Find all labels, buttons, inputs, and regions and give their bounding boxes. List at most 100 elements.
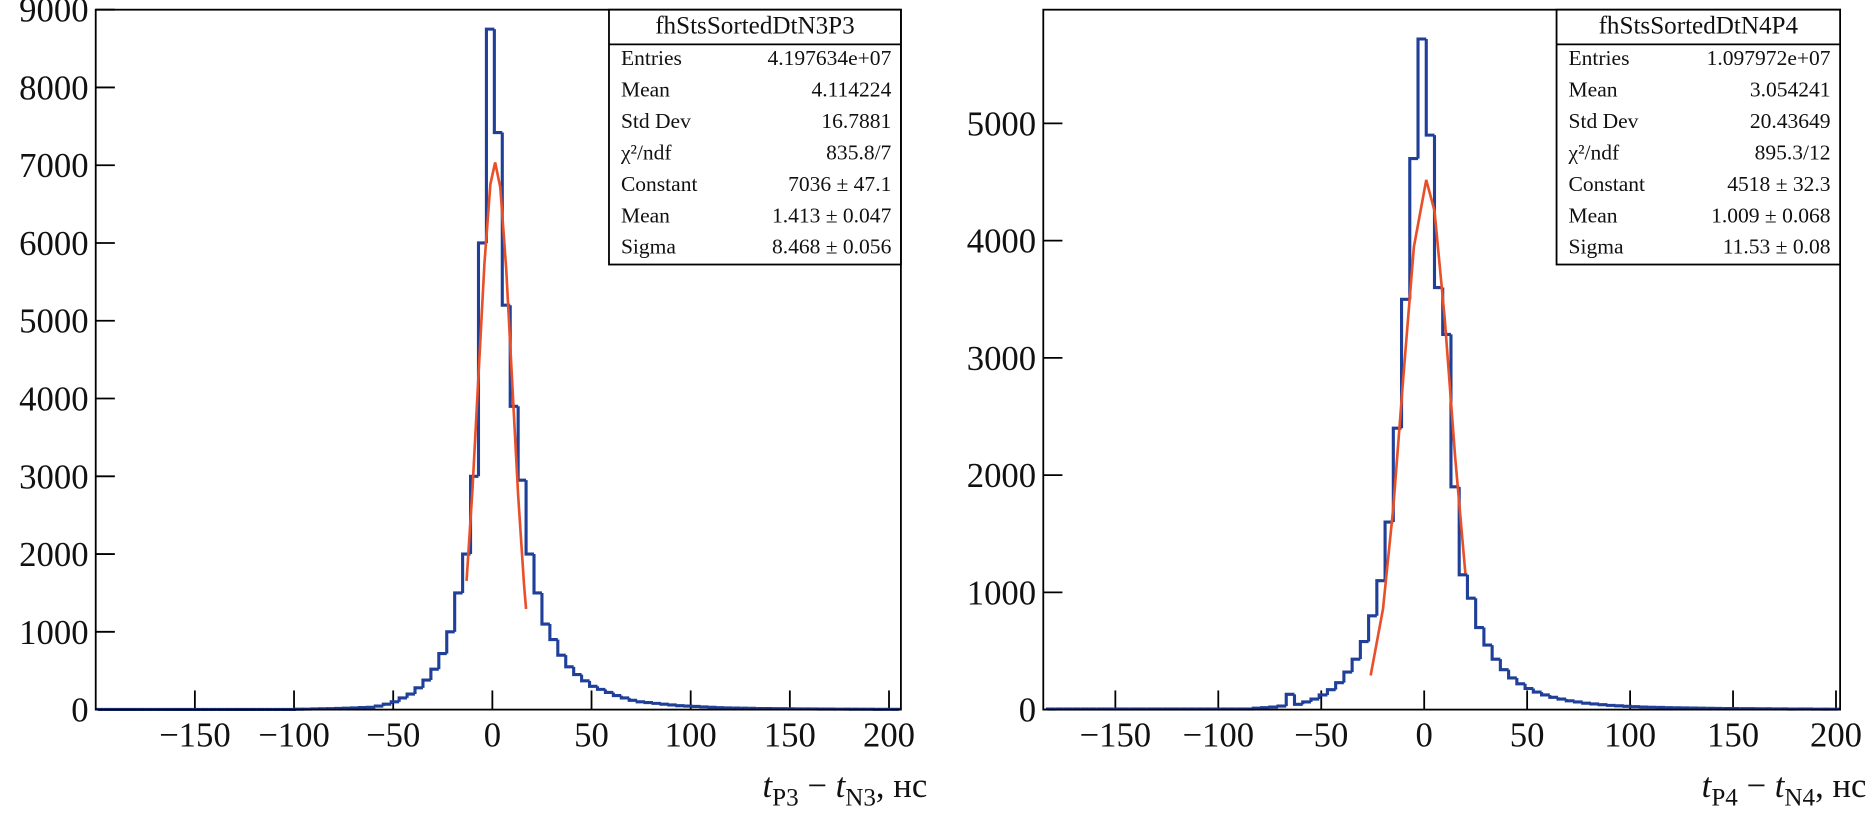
histogram-bin: [1548, 694, 1559, 699]
histogram-bin: [1589, 702, 1600, 706]
stats-value: 8.468 ± 0.056: [772, 235, 892, 259]
histogram-bin: [667, 703, 677, 707]
x-axis-label-part: −: [799, 766, 836, 805]
histogram-bin: [492, 29, 503, 135]
histogram-bin: [1581, 701, 1591, 705]
histogram-bin: [1465, 574, 1476, 600]
histogram-bin: [1531, 688, 1542, 694]
x-tick-label: −50: [1294, 716, 1348, 755]
histogram-bin: [1284, 692, 1295, 707]
x-tick-label: 0: [1416, 716, 1433, 755]
stats-title: fhStsSortedDtN4P4: [1599, 12, 1799, 39]
stats-value: 11.53 ± 0.08: [1723, 235, 1831, 259]
y-tick-label: 6000: [19, 224, 88, 263]
x-axis-label-part: , нс: [1815, 766, 1866, 805]
y-tick-label: 0: [71, 691, 88, 730]
histogram-bin: [675, 704, 685, 708]
y-tick-label: 1000: [19, 613, 88, 652]
histogram-bin: [1334, 681, 1344, 690]
stats-value: 895.3/12: [1755, 140, 1831, 164]
stats-title: fhStsSortedDtN3P3: [655, 12, 855, 39]
x-tick-label: 50: [574, 716, 609, 755]
stats-box: [608, 8, 902, 266]
histogram-bin: [595, 686, 606, 691]
x-tick-label: 200: [863, 716, 915, 755]
stats-label: Mean: [1569, 77, 1618, 101]
histogram-bin: [1498, 659, 1509, 672]
histogram-bin: [1540, 692, 1550, 697]
y-tick-label: 5000: [19, 302, 88, 341]
histogram-bin: [572, 666, 582, 677]
y-tick-label: 2000: [19, 535, 88, 574]
x-axis-label-part: P4: [1711, 784, 1738, 811]
histogram-bin: [651, 701, 661, 705]
histogram-bin: [548, 624, 558, 642]
stats-value: 7036 ± 47.1: [788, 172, 891, 196]
histogram-bin: [556, 639, 566, 657]
stats-label: Mean: [621, 203, 670, 227]
histogram-bin: [484, 27, 495, 243]
x-tick-label: 150: [764, 716, 816, 755]
histogram-bin: [1416, 37, 1427, 159]
stats-label: Entries: [1569, 46, 1630, 70]
stats-label: Mean: [1569, 203, 1618, 227]
x-axis-label-part: t: [762, 766, 773, 805]
y-tick-label: 8000: [19, 68, 88, 107]
histogram-bin: [580, 674, 590, 683]
histogram-bin: [659, 702, 669, 706]
x-axis-label-part: P3: [772, 784, 799, 811]
stats-label: χ²/ndf: [1568, 140, 1620, 164]
x-tick-label: 100: [665, 716, 717, 755]
stats-label: Entries: [621, 46, 682, 70]
y-tick-label: 4000: [967, 222, 1036, 261]
histogram-bin: [619, 695, 630, 700]
x-tick-label: −100: [258, 716, 330, 755]
histogram-bin: [1325, 688, 1336, 695]
histogram-bin: [516, 406, 527, 482]
histogram-bin: [1482, 627, 1493, 647]
histogram-bin: [1408, 157, 1419, 300]
y-tick-label: 0: [1019, 691, 1036, 730]
histogram-bin: [405, 692, 416, 698]
histogram-bin: [1367, 614, 1377, 642]
histogram-bin: [1276, 704, 1287, 708]
plot-frame: [94, 8, 902, 711]
stats-value: 16.7881: [821, 109, 891, 133]
x-tick-label: 0: [484, 716, 501, 755]
y-tick-label: 7000: [19, 146, 88, 185]
stats-value: 4.114224: [811, 77, 891, 101]
y-tick-label: 3000: [19, 457, 88, 496]
histogram-bin: [603, 689, 614, 695]
histogram-bin: [1507, 669, 1517, 680]
histogram-bin: [1309, 697, 1320, 702]
histogram-bin: [524, 480, 535, 556]
y-tick-label: 2000: [967, 456, 1036, 495]
histogram-bin: [1292, 694, 1303, 706]
y-tick-label: 3000: [967, 339, 1036, 378]
stats-label: Std Dev: [621, 109, 691, 133]
histogram-bin: [381, 702, 392, 707]
histogram-bin: [1268, 705, 1279, 709]
histogram-bin: [1432, 135, 1443, 290]
x-axis-label-part: N3: [845, 784, 876, 811]
x-axis-label-part: −: [1738, 766, 1775, 805]
histogram-bin: [643, 701, 654, 705]
x-axis-label-part: N4: [1784, 784, 1815, 811]
stats-value: 835.8/7: [826, 140, 891, 164]
fit-curve: [465, 162, 528, 610]
histogram-bin: [1556, 697, 1567, 701]
x-tick-label: −50: [366, 716, 420, 755]
plot-frame: [1042, 8, 1842, 711]
x-tick-label: −150: [159, 716, 231, 755]
stats-label: Sigma: [621, 235, 676, 259]
stats-value: 1.097972e+07: [1707, 46, 1831, 70]
histogram-bin: [453, 591, 463, 632]
histogram-bin: [540, 592, 550, 626]
x-axis-label: tP4 − tN4, нс: [1702, 766, 1867, 811]
histogram-bin: [1474, 598, 1484, 630]
stats-value: 3.054241: [1750, 77, 1831, 101]
y-tick-label: 1000: [967, 573, 1036, 612]
fit-curve: [1369, 179, 1467, 676]
x-axis-label-part: t: [1702, 766, 1713, 805]
histogram-bin: [421, 678, 431, 688]
